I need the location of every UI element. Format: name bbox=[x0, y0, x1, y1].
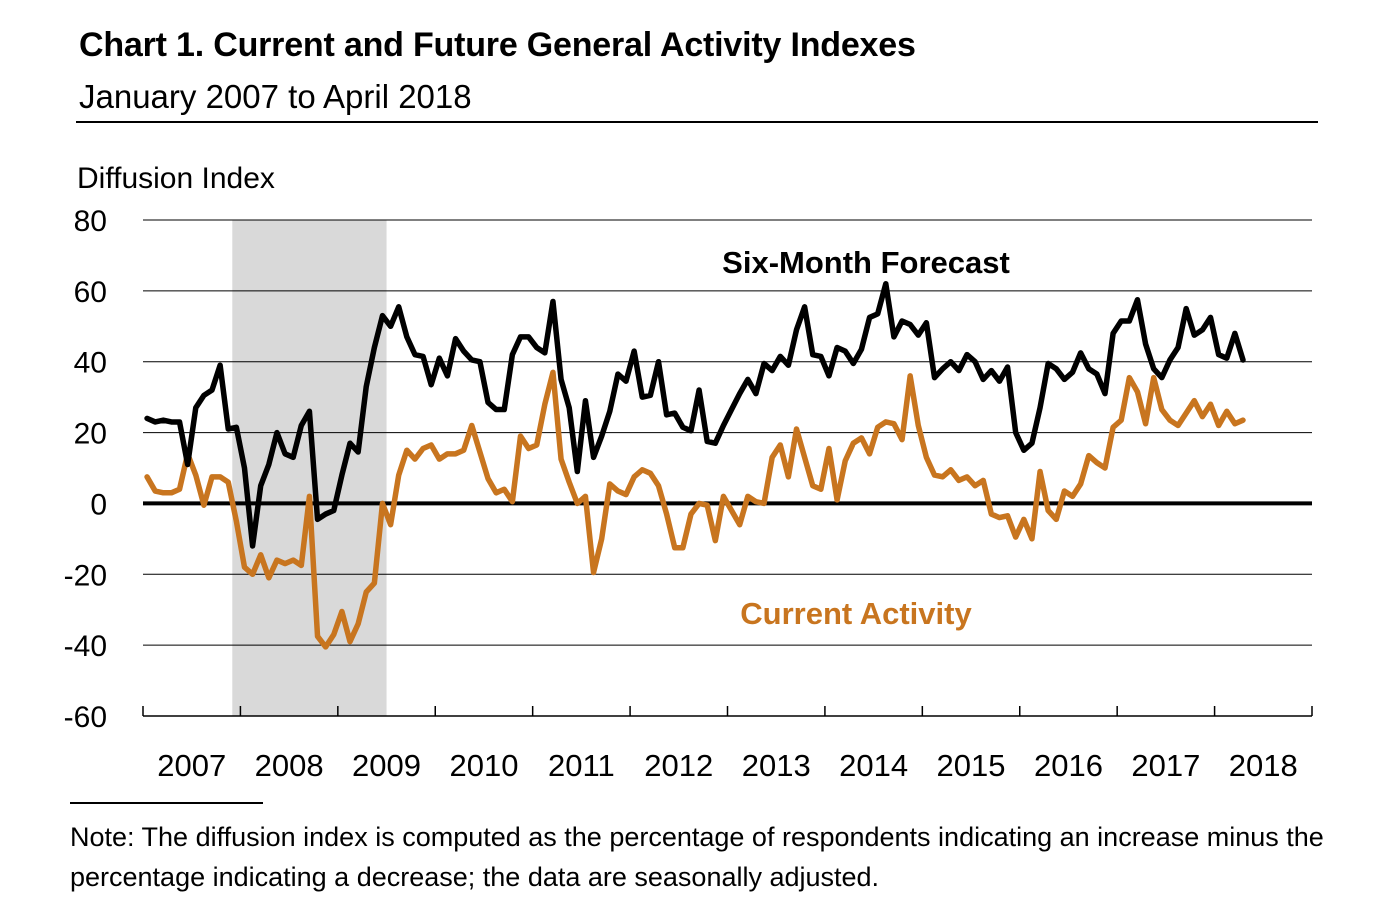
y-tick-label: 40 bbox=[74, 347, 107, 380]
x-tick-label: 2009 bbox=[352, 748, 421, 783]
chart: 80 60 40 20 0 -20 -40 -60 Diffusion Index 2007 200… bbox=[64, 162, 1313, 783]
y-tick-label: -20 bbox=[64, 559, 107, 592]
x-tick-label: 2007 bbox=[157, 748, 226, 783]
y-tick-label: 80 bbox=[74, 205, 107, 238]
y-tick-label: -60 bbox=[64, 701, 107, 734]
labels-layer: 80 60 40 20 0 -20 -40 -60 Diffusion Index 2007 200… bbox=[64, 162, 1298, 783]
x-tick-label: 2013 bbox=[742, 748, 811, 783]
recession-band-layer bbox=[232, 220, 387, 716]
current-activity-line bbox=[144, 369, 1246, 650]
y-axis-label: Diffusion Index bbox=[77, 162, 275, 195]
chart-subtitle: January 2007 to April 2018 bbox=[79, 78, 472, 115]
forecast-series-label: Six-Month Forecast bbox=[722, 245, 1010, 280]
chart-title: Chart 1. Current and Future General Acti… bbox=[79, 26, 916, 64]
title-divider bbox=[76, 121, 1318, 123]
y-tick-label: 60 bbox=[74, 276, 107, 309]
note-divider bbox=[70, 802, 263, 804]
y-tick-label: -40 bbox=[64, 630, 107, 663]
x-tick-label: 2010 bbox=[449, 748, 518, 783]
forecast-line bbox=[144, 281, 1246, 549]
footnote: Note: The diffusion index is computed as… bbox=[70, 822, 1324, 892]
x-tick-label: 2017 bbox=[1131, 748, 1200, 783]
x-tick-label: 2012 bbox=[644, 748, 713, 783]
x-tick-label: 2018 bbox=[1229, 748, 1298, 783]
y-tick-label: 20 bbox=[74, 418, 107, 451]
current-activity-series-label: Current Activity bbox=[740, 596, 972, 631]
x-tick-label: 2011 bbox=[548, 748, 615, 783]
x-axis bbox=[142, 706, 1313, 717]
x-tick-label: 2015 bbox=[937, 748, 1006, 783]
series-layer bbox=[144, 281, 1246, 650]
recession-band bbox=[232, 220, 387, 716]
y-tick-label: 0 bbox=[90, 488, 107, 521]
x-tick-label: 2014 bbox=[839, 748, 908, 783]
x-tick-label: 2008 bbox=[255, 748, 324, 783]
x-tick-label: 2016 bbox=[1034, 748, 1103, 783]
